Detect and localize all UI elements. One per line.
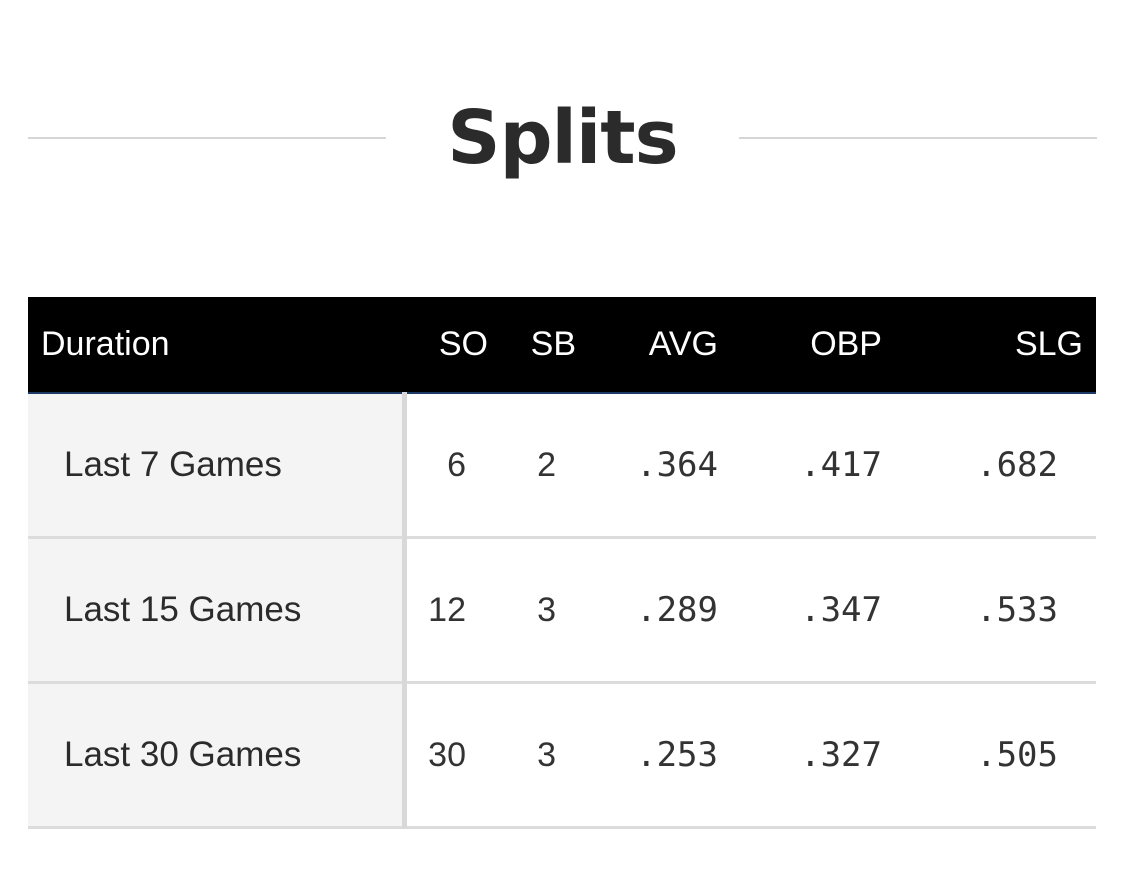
table-header-row: Duration SO SB AVG OBP SLG <box>28 297 1096 394</box>
duration-cell: Last 15 Games <box>28 537 407 684</box>
so-cell: 6 <box>404 393 494 539</box>
obp-cell: .327 <box>756 682 920 829</box>
slg-cell: .505 <box>920 682 1096 829</box>
so-cell: 30 <box>404 682 494 829</box>
splits-table: Duration SO SB AVG OBP SLG Last 7 Games … <box>28 297 1096 829</box>
avg-cell: .253 <box>588 682 756 829</box>
sb-cell: 3 <box>494 537 588 684</box>
duration-cell: Last 7 Games <box>28 393 407 539</box>
slg-cell: .682 <box>920 393 1096 539</box>
column-header-so: SO <box>404 297 494 394</box>
column-header-obp: OBP <box>756 297 920 394</box>
title-rule-left <box>28 137 386 139</box>
table-row: Last 7 Games 6 2 .364 .417 .682 <box>28 393 1096 539</box>
section-title: Splits <box>447 95 678 181</box>
column-header-sb: SB <box>494 297 588 394</box>
column-header-duration: Duration <box>28 297 404 394</box>
obp-cell: .347 <box>756 537 920 684</box>
title-rule-right <box>739 137 1097 139</box>
splits-section-header: Splits <box>0 90 1124 190</box>
avg-cell: .289 <box>588 537 756 684</box>
obp-cell: .417 <box>756 393 920 539</box>
column-header-avg: AVG <box>588 297 756 394</box>
so-cell: 12 <box>404 537 494 684</box>
sb-cell: 3 <box>494 682 588 829</box>
avg-cell: .364 <box>588 393 756 539</box>
table-row: Last 30 Games 30 3 .253 .327 .505 <box>28 682 1096 829</box>
table-row: Last 15 Games 12 3 .289 .347 .533 <box>28 537 1096 684</box>
slg-cell: .533 <box>920 537 1096 684</box>
sb-cell: 2 <box>494 393 588 539</box>
duration-cell: Last 30 Games <box>28 682 407 829</box>
column-header-slg: SLG <box>920 297 1096 394</box>
